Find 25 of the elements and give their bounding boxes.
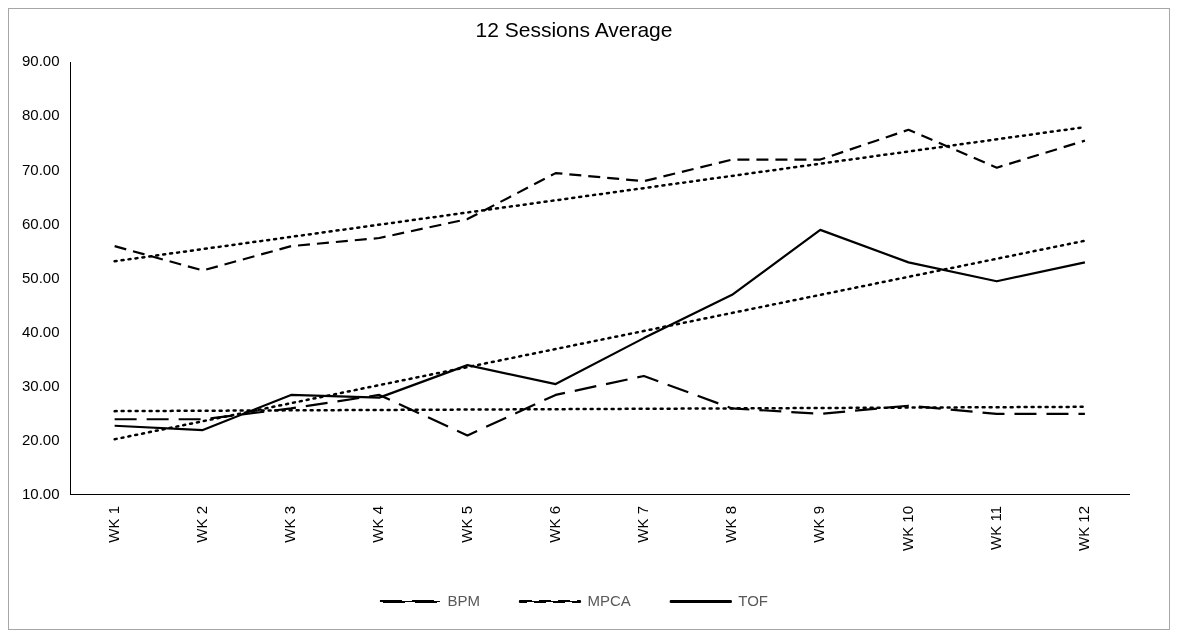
y-tick-label: 70.00 (21, 160, 60, 178)
x-tick-label: WK 2 (192, 505, 210, 543)
x-tick-label: WK 12 (1075, 505, 1093, 551)
x-tick-label: WK 3 (281, 505, 299, 543)
y-tick-label: 80.00 (21, 106, 60, 124)
y-tick-label: 90.00 (21, 52, 60, 70)
x-tick-label: WK 4 (369, 505, 387, 543)
y-tick-label: 10.00 (21, 485, 60, 503)
x-tick-label: WK 10 (898, 505, 916, 551)
legend-label: MPCA (587, 591, 631, 609)
x-tick-label: WK 5 (457, 505, 475, 543)
legend-label: BPM (447, 591, 480, 609)
x-tick-label: WK 8 (722, 505, 740, 543)
x-tick-label: WK 11 (986, 505, 1004, 550)
y-tick-label: 40.00 (21, 322, 60, 340)
legend-label: TOF (738, 591, 769, 609)
x-tick-label: WK 7 (634, 505, 652, 543)
chart-title: 12 Sessions Average (475, 18, 673, 42)
x-tick-label: WK 6 (545, 505, 563, 543)
y-tick-label: 50.00 (21, 268, 60, 286)
x-tick-label: WK 9 (810, 505, 828, 543)
y-tick-label: 60.00 (21, 214, 60, 232)
y-tick-label: 30.00 (21, 376, 60, 394)
y-tick-label: 20.00 (21, 431, 60, 449)
x-tick-label: WK 1 (104, 505, 122, 543)
